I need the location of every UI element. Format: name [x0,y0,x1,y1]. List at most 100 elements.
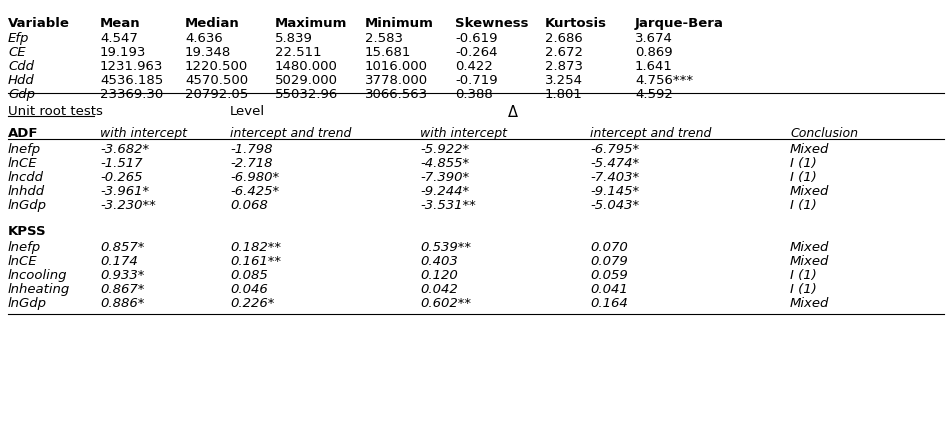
Text: 2.686: 2.686 [545,32,583,45]
Text: 0.120: 0.120 [420,268,458,281]
Text: -0.719: -0.719 [455,74,498,87]
Text: 0.174: 0.174 [100,254,138,267]
Text: 1480.000: 1480.000 [275,60,338,73]
Text: 0.164: 0.164 [590,296,627,309]
Text: 2.583: 2.583 [365,32,403,45]
Text: 3.674: 3.674 [635,32,673,45]
Text: Δ: Δ [508,105,518,120]
Text: Kurtosis: Kurtosis [545,17,607,30]
Text: Gdp: Gdp [8,88,35,101]
Text: with intercept: with intercept [420,127,507,140]
Text: 23369.30: 23369.30 [100,88,163,101]
Text: 4.756***: 4.756*** [635,74,693,87]
Text: 0.226*: 0.226* [230,296,274,309]
Text: 2.672: 2.672 [545,46,583,59]
Text: Mixed: Mixed [790,296,829,309]
Text: 1.801: 1.801 [545,88,583,101]
Text: lnefp: lnefp [8,240,41,253]
Text: 19.348: 19.348 [185,46,231,59]
Text: Mixed: Mixed [790,254,829,267]
Text: -6.980*: -6.980* [230,171,279,184]
Text: 0.867*: 0.867* [100,283,145,295]
Text: Minimum: Minimum [365,17,434,30]
Text: 0.388: 0.388 [455,88,493,101]
Text: Conclusion: Conclusion [790,127,858,140]
Text: -7.403*: -7.403* [590,171,639,184]
Text: 0.042: 0.042 [420,283,458,295]
Text: 0.869: 0.869 [635,46,673,59]
Text: Efp: Efp [8,32,30,45]
Text: 1016.000: 1016.000 [365,60,428,73]
Text: 0.539**: 0.539** [420,240,471,253]
Text: -5.043*: -5.043* [590,198,639,211]
Text: Level: Level [230,105,265,118]
Text: 0.161**: 0.161** [230,254,281,267]
Text: 19.193: 19.193 [100,46,147,59]
Text: -9.244*: -9.244* [420,184,469,197]
Text: 0.933*: 0.933* [100,268,145,281]
Text: -7.390*: -7.390* [420,171,469,184]
Text: -3.682*: -3.682* [100,143,149,156]
Text: Skewness: Skewness [455,17,528,30]
Text: 3778.000: 3778.000 [365,74,428,87]
Text: Variable: Variable [8,17,69,30]
Text: Hdd: Hdd [8,74,35,87]
Text: Maximum: Maximum [275,17,347,30]
Text: -4.855*: -4.855* [420,157,469,170]
Text: -1.798: -1.798 [230,143,272,156]
Text: CE: CE [8,46,26,59]
Text: 20792.05: 20792.05 [185,88,248,101]
Text: -0.619: -0.619 [455,32,498,45]
Text: 15.681: 15.681 [365,46,411,59]
Text: 0.857*: 0.857* [100,240,145,253]
Text: -2.718: -2.718 [230,157,272,170]
Text: I (1): I (1) [790,171,817,184]
Text: Jarque-Bera: Jarque-Bera [635,17,724,30]
Text: with intercept: with intercept [100,127,187,140]
Text: 4.592: 4.592 [635,88,673,101]
Text: 4.547: 4.547 [100,32,138,45]
Text: intercept and trend: intercept and trend [230,127,351,140]
Text: Cdd: Cdd [8,60,34,73]
Text: -1.517: -1.517 [100,157,143,170]
Text: Mixed: Mixed [790,143,829,156]
Text: I (1): I (1) [790,268,817,281]
Text: 0.079: 0.079 [590,254,627,267]
Text: lnGdp: lnGdp [8,198,47,211]
Text: I (1): I (1) [790,283,817,295]
Text: I (1): I (1) [790,198,817,211]
Text: 3066.563: 3066.563 [365,88,428,101]
Text: -3.230**: -3.230** [100,198,156,211]
Text: I (1): I (1) [790,157,817,170]
Text: 0.886*: 0.886* [100,296,145,309]
Text: Unit root tests: Unit root tests [8,105,103,118]
Text: 0.070: 0.070 [590,240,627,253]
Text: lnCE: lnCE [8,157,38,170]
Text: 5.839: 5.839 [275,32,313,45]
Text: 4570.500: 4570.500 [185,74,248,87]
Text: 3.254: 3.254 [545,74,583,87]
Text: lnGdp: lnGdp [8,296,47,309]
Text: KPSS: KPSS [8,224,47,237]
Text: 4536.185: 4536.185 [100,74,163,87]
Text: lnheating: lnheating [8,283,70,295]
Text: -6.425*: -6.425* [230,184,279,197]
Text: Mean: Mean [100,17,141,30]
Text: Mixed: Mixed [790,184,829,197]
Text: 1.641: 1.641 [635,60,673,73]
Text: 22.511: 22.511 [275,46,322,59]
Text: lncdd: lncdd [8,171,44,184]
Text: -3.961*: -3.961* [100,184,149,197]
Text: 0.068: 0.068 [230,198,268,211]
Text: Median: Median [185,17,240,30]
Text: 4.636: 4.636 [185,32,223,45]
Text: 5029.000: 5029.000 [275,74,338,87]
Text: -6.795*: -6.795* [590,143,639,156]
Text: 0.046: 0.046 [230,283,268,295]
Text: 0.602**: 0.602** [420,296,471,309]
Text: 1231.963: 1231.963 [100,60,164,73]
Text: -0.265: -0.265 [100,171,143,184]
Text: lncooling: lncooling [8,268,68,281]
Text: -5.474*: -5.474* [590,157,639,170]
Text: lnhdd: lnhdd [8,184,45,197]
